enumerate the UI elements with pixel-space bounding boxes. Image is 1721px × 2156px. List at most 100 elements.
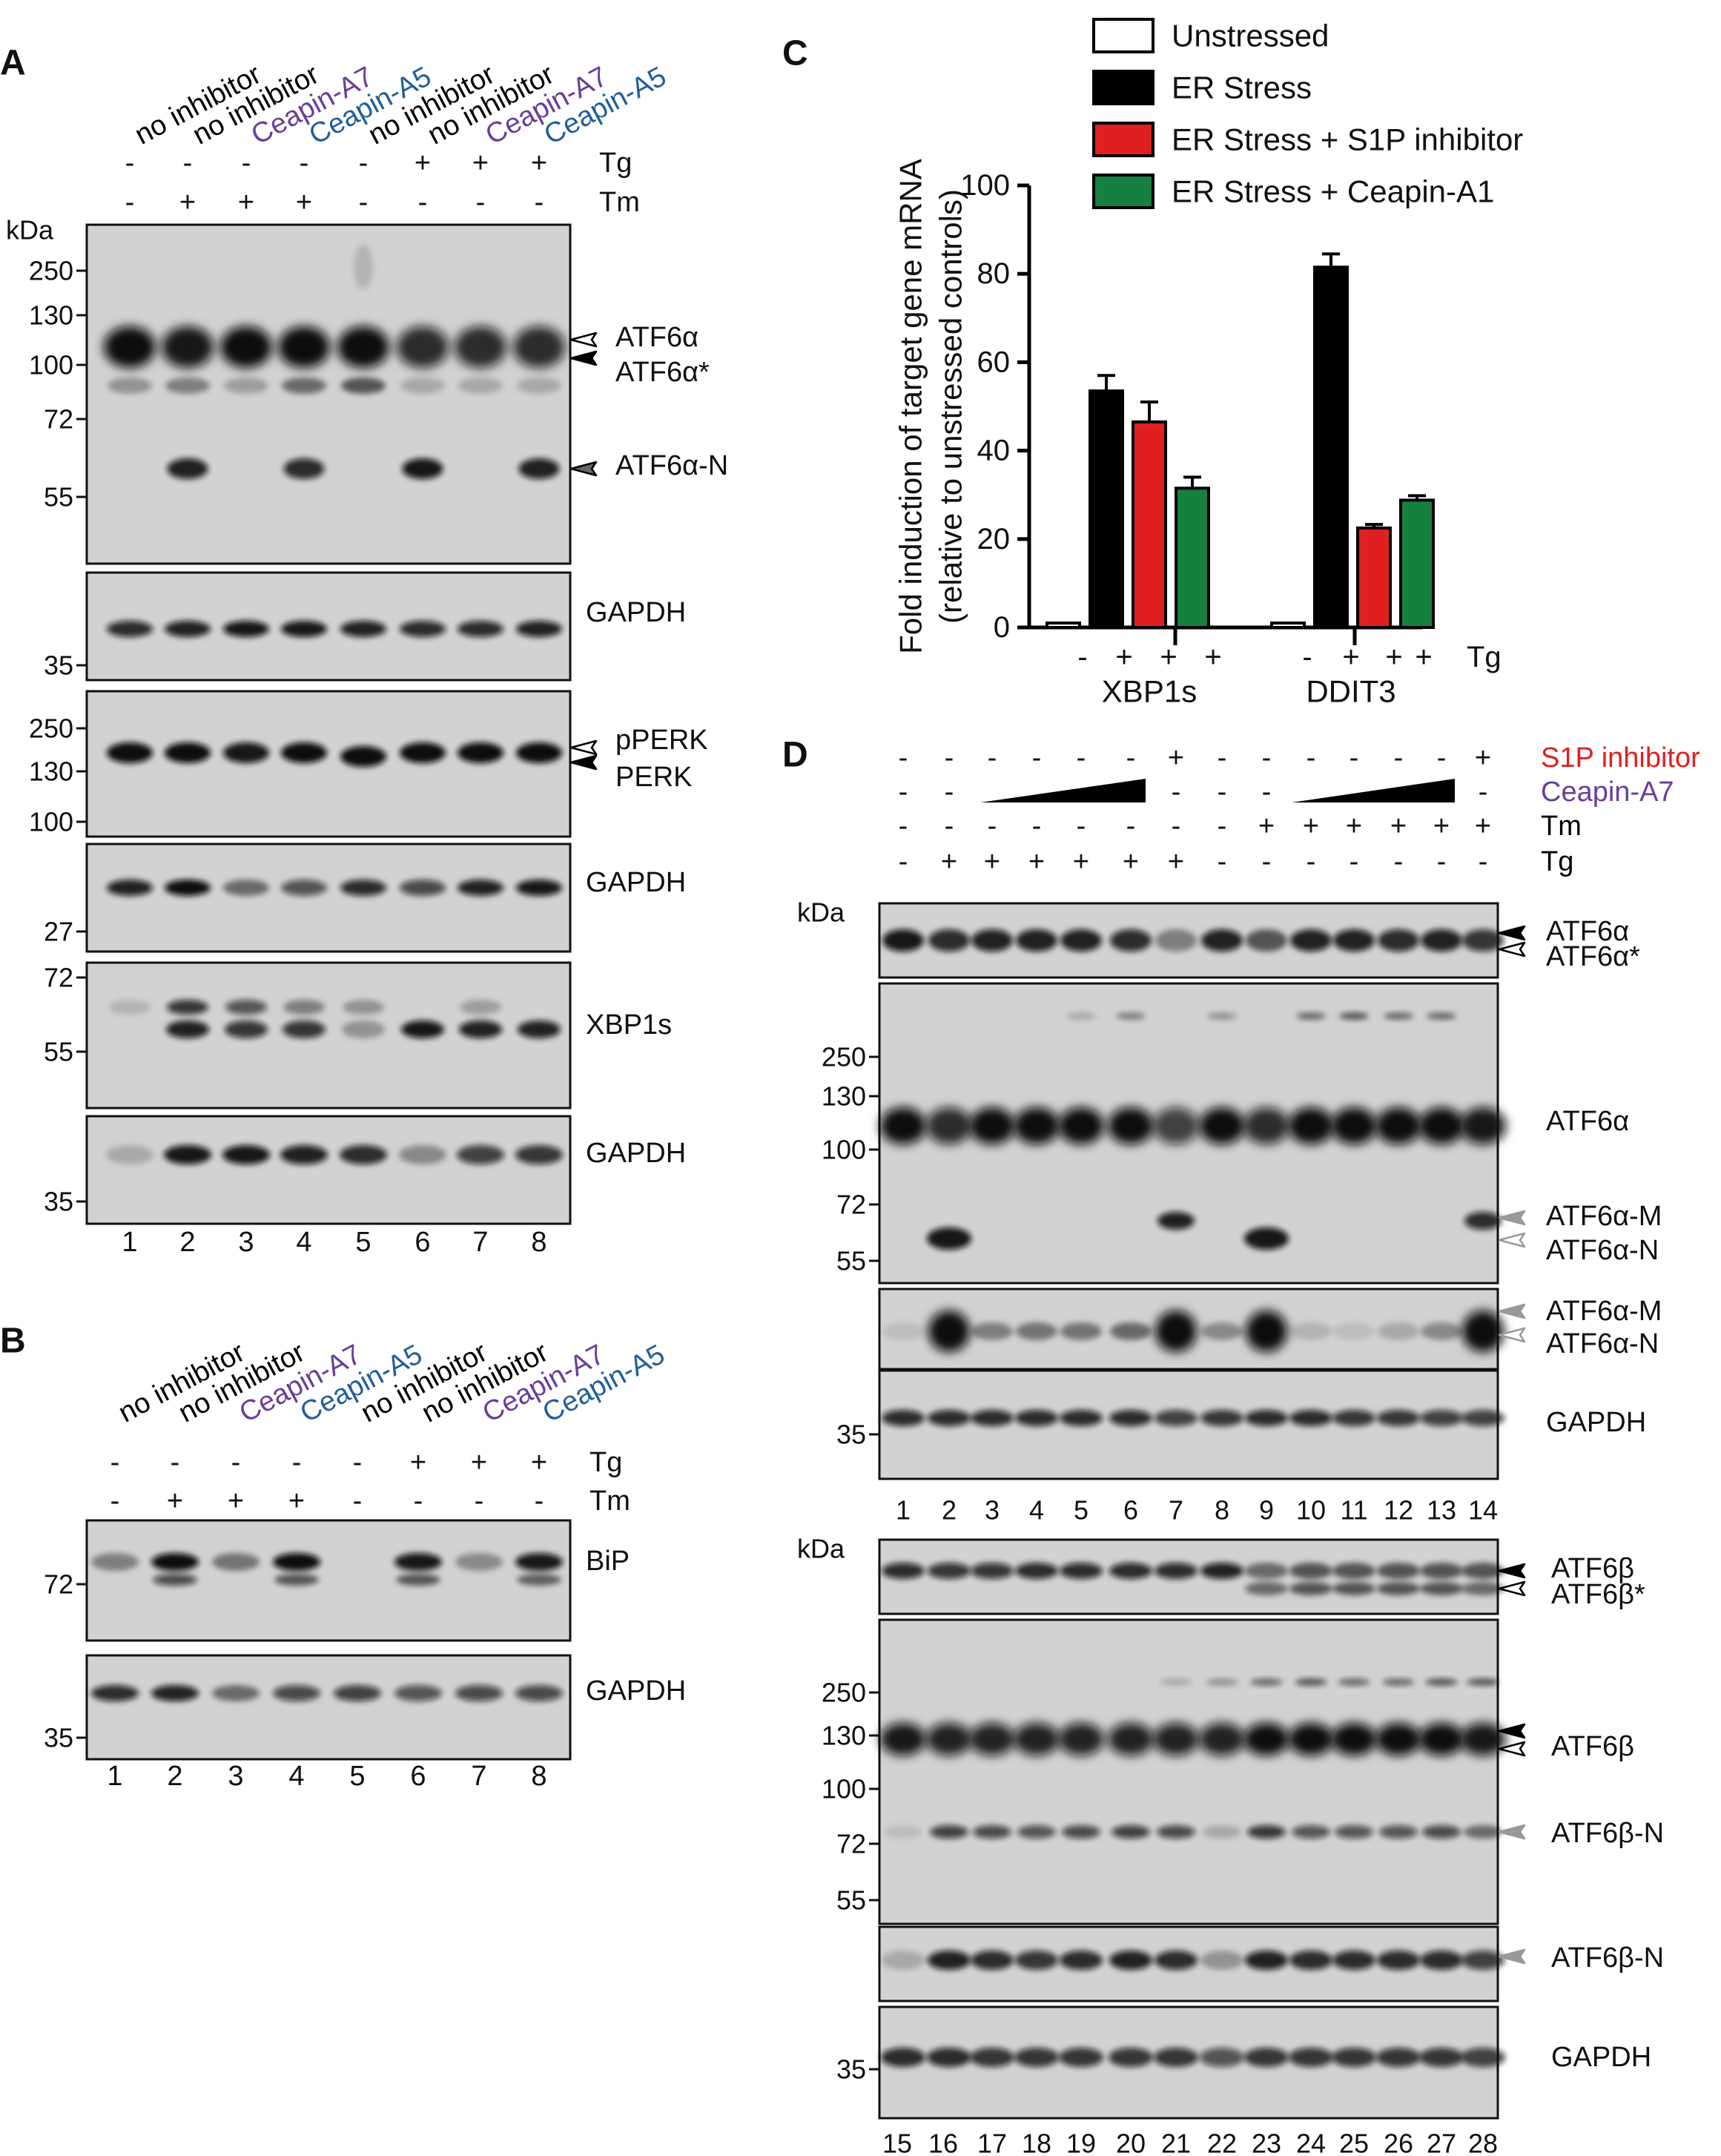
blot-xbp1s: 72 55 XBP1s: [44, 961, 672, 1110]
kda-marker-label: 35: [836, 1420, 866, 1450]
band: [1244, 1227, 1289, 1250]
band: [225, 1000, 267, 1015]
band: [397, 326, 449, 368]
band-arrow-icon: [1498, 1824, 1526, 1840]
band: [212, 1553, 260, 1571]
band: [1335, 1825, 1373, 1839]
tm-sign: -: [418, 187, 428, 218]
lane-number: 6: [1123, 1495, 1138, 1526]
tm-sign: -: [535, 1486, 544, 1517]
tm-sign: +: [238, 187, 254, 218]
band: [1464, 1825, 1502, 1839]
lane-number: 7: [472, 1227, 488, 1258]
band: [104, 326, 156, 368]
kda-marker-label: 72: [836, 1829, 866, 1859]
band: [458, 378, 503, 394]
dose-wedge-icon: [1292, 779, 1455, 802]
blot-gapdh2: 27 GAPDH: [44, 843, 686, 953]
panel-c: C 0 20 40 60 80 100 Fold induction of target ge…: [782, 18, 1523, 709]
band-arrow-icon: [1498, 1948, 1526, 1965]
treatment-sign: -: [1350, 742, 1359, 774]
tg-sign: +: [1115, 641, 1132, 673]
tg-sign: -: [1077, 641, 1087, 673]
treatment-sign: -: [1437, 846, 1447, 877]
band-arrow-icon: [1498, 1210, 1526, 1226]
band: [342, 1021, 385, 1038]
tm-sign: -: [476, 187, 486, 218]
band: [970, 2048, 1014, 2067]
x-category-label: DDIT3: [1306, 674, 1395, 709]
band: [515, 1145, 563, 1164]
band: [1243, 1723, 1289, 1756]
band: [340, 746, 386, 767]
band: [108, 378, 152, 394]
treatment-label: Tm: [1541, 811, 1582, 842]
band: [1378, 929, 1419, 952]
band: [1295, 1678, 1327, 1686]
band: [930, 1825, 968, 1839]
tg-sign: +: [1415, 641, 1432, 673]
treatment-sign: -: [1262, 846, 1272, 877]
band: [1246, 1311, 1287, 1352]
band: [220, 326, 272, 368]
treatment-sign: +: [1028, 846, 1045, 877]
band: [283, 1000, 325, 1015]
treatment-sign: +: [1475, 811, 1491, 842]
tg-sign: +: [410, 1447, 426, 1478]
lane-number: 8: [1215, 1495, 1229, 1526]
band: [1378, 1322, 1419, 1340]
lane-number: 5: [1074, 1495, 1089, 1526]
blot-box: [85, 961, 572, 1110]
tm-sign: +: [288, 1486, 305, 1517]
blot-box: [85, 1115, 572, 1225]
band: [927, 2048, 971, 2067]
band: [882, 1951, 925, 1970]
tm-label: Tm: [589, 1486, 630, 1517]
band: [1059, 2048, 1103, 2067]
band: [1427, 1012, 1456, 1020]
band: [1245, 1563, 1288, 1579]
blot-d-atf6b-fragment: ATF6β-N: [878, 1925, 1664, 2002]
tg-sign: +: [531, 148, 547, 179]
band-arrow-icon: [1498, 1232, 1526, 1248]
treatment-sign: -: [1479, 777, 1488, 808]
kda-marker-label: 100: [822, 1135, 866, 1165]
y-tick-label: 60: [977, 346, 1011, 378]
treatment-sign: -: [945, 777, 954, 808]
band: [515, 1685, 563, 1701]
band: [106, 1145, 153, 1164]
band: [1109, 1410, 1152, 1426]
band: [224, 378, 268, 394]
band: [1250, 1678, 1283, 1686]
band: [167, 1000, 208, 1015]
band: [1290, 1322, 1332, 1340]
lane-number: 5: [349, 1761, 365, 1792]
tm-sign: -: [110, 1486, 120, 1517]
lane-number: 15: [882, 2129, 912, 2156]
band-label: ATF6α: [1546, 916, 1629, 947]
band: [343, 1000, 384, 1015]
band: [1289, 1582, 1332, 1595]
blot-box: [85, 1654, 572, 1761]
band: [971, 929, 1013, 952]
band: [1058, 1107, 1104, 1144]
tg-sign: -: [125, 148, 135, 179]
band-label: pPERK: [615, 725, 708, 756]
treatment-sign: -: [1126, 742, 1136, 774]
lane-number: 14: [1468, 1495, 1498, 1526]
tg-sign: -: [231, 1447, 241, 1478]
band: [1110, 1322, 1152, 1340]
treatment-sign: -: [1218, 742, 1227, 774]
band: [1157, 1212, 1195, 1230]
band: [225, 1021, 268, 1038]
tm-sign: -: [535, 187, 544, 218]
treatment-sign: -: [945, 742, 954, 774]
band: [1245, 1582, 1288, 1595]
treatment-sign: -: [1126, 811, 1136, 842]
band: [1467, 1678, 1499, 1686]
band: [396, 1574, 440, 1586]
band: [1289, 2048, 1333, 2067]
y-tick-label: 80: [977, 257, 1011, 290]
